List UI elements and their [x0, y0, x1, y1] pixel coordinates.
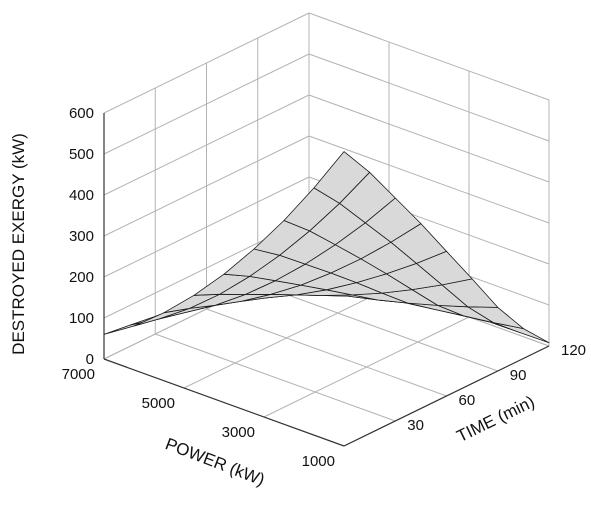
y-tick-label: 30 — [407, 417, 424, 434]
z-tick-label: 100 — [69, 310, 94, 327]
z-tick-label: 300 — [69, 228, 94, 245]
floor-power-line — [183, 287, 390, 389]
y-tick-label: 120 — [561, 342, 586, 359]
surface-patch — [492, 322, 550, 344]
x-tick-label: 3000 — [222, 424, 255, 441]
side-wall-z-line — [308, 135, 550, 224]
floor-power-line — [263, 316, 470, 418]
x-tick-label: 5000 — [142, 395, 175, 412]
exergy-surface — [103, 151, 550, 344]
floor-time-line — [206, 308, 447, 397]
surface-patch — [313, 151, 371, 204]
z-axis-label: DESTROYED EXERGY (kW) — [9, 133, 28, 355]
side-wall-z-line — [308, 94, 550, 183]
x-tick-label: 1000 — [302, 453, 335, 470]
floor-time-line — [155, 333, 396, 422]
x-tick-label: 7000 — [62, 366, 95, 383]
z-tick-label: 200 — [69, 269, 94, 286]
y-tick-label: 90 — [510, 367, 527, 384]
x-axis-label: POWER (kW) — [163, 434, 268, 489]
power-axis-line — [103, 358, 345, 447]
z-tick-label: 0 — [86, 351, 94, 368]
z-tick-label: 600 — [69, 105, 94, 122]
floor-time-line — [257, 283, 498, 372]
axis-ticks: 0 100 200 300 400 500 600 7000 5000 3000 1000 30 60 9… — [62, 105, 586, 470]
side-wall-z-line — [308, 53, 550, 142]
z-tick-label: 500 — [69, 146, 94, 163]
surface-patch — [133, 307, 191, 327]
time-axis-line — [343, 345, 550, 447]
y-tick-label: 60 — [459, 392, 476, 409]
side-wall-z-line — [308, 12, 550, 101]
z-tick-label: 400 — [69, 187, 94, 204]
